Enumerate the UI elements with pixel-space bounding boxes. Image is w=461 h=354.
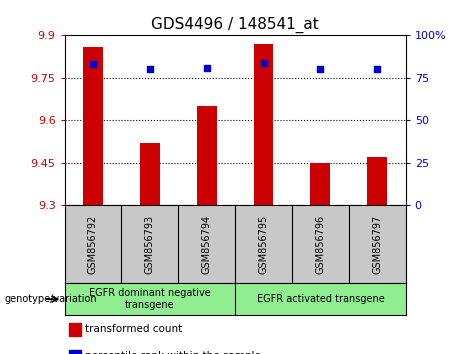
Text: percentile rank within the sample: percentile rank within the sample	[85, 351, 261, 354]
Bar	[310, 163, 331, 205]
Bar	[254, 44, 273, 205]
Text: GSM856793: GSM856793	[145, 215, 155, 274]
Bar	[140, 143, 160, 205]
Text: GSM856795: GSM856795	[259, 215, 269, 274]
Point	[317, 67, 324, 72]
Title: GDS4496 / 148541_at: GDS4496 / 148541_at	[151, 16, 319, 33]
Point	[146, 67, 154, 72]
Text: GSM856792: GSM856792	[88, 215, 98, 274]
Point	[89, 62, 97, 67]
Text: GSM856797: GSM856797	[372, 215, 382, 274]
Point	[260, 60, 267, 65]
Bar	[367, 157, 387, 205]
Text: GSM856794: GSM856794	[201, 215, 212, 274]
Text: EGFR dominant negative
transgene: EGFR dominant negative transgene	[89, 288, 211, 310]
Text: genotype/variation: genotype/variation	[5, 294, 97, 304]
Bar	[197, 106, 217, 205]
Point	[203, 65, 210, 70]
Point	[373, 67, 381, 72]
Bar	[83, 47, 103, 205]
Text: EGFR activated transgene: EGFR activated transgene	[256, 294, 384, 304]
Text: transformed count: transformed count	[85, 324, 183, 334]
Text: GSM856796: GSM856796	[315, 215, 325, 274]
